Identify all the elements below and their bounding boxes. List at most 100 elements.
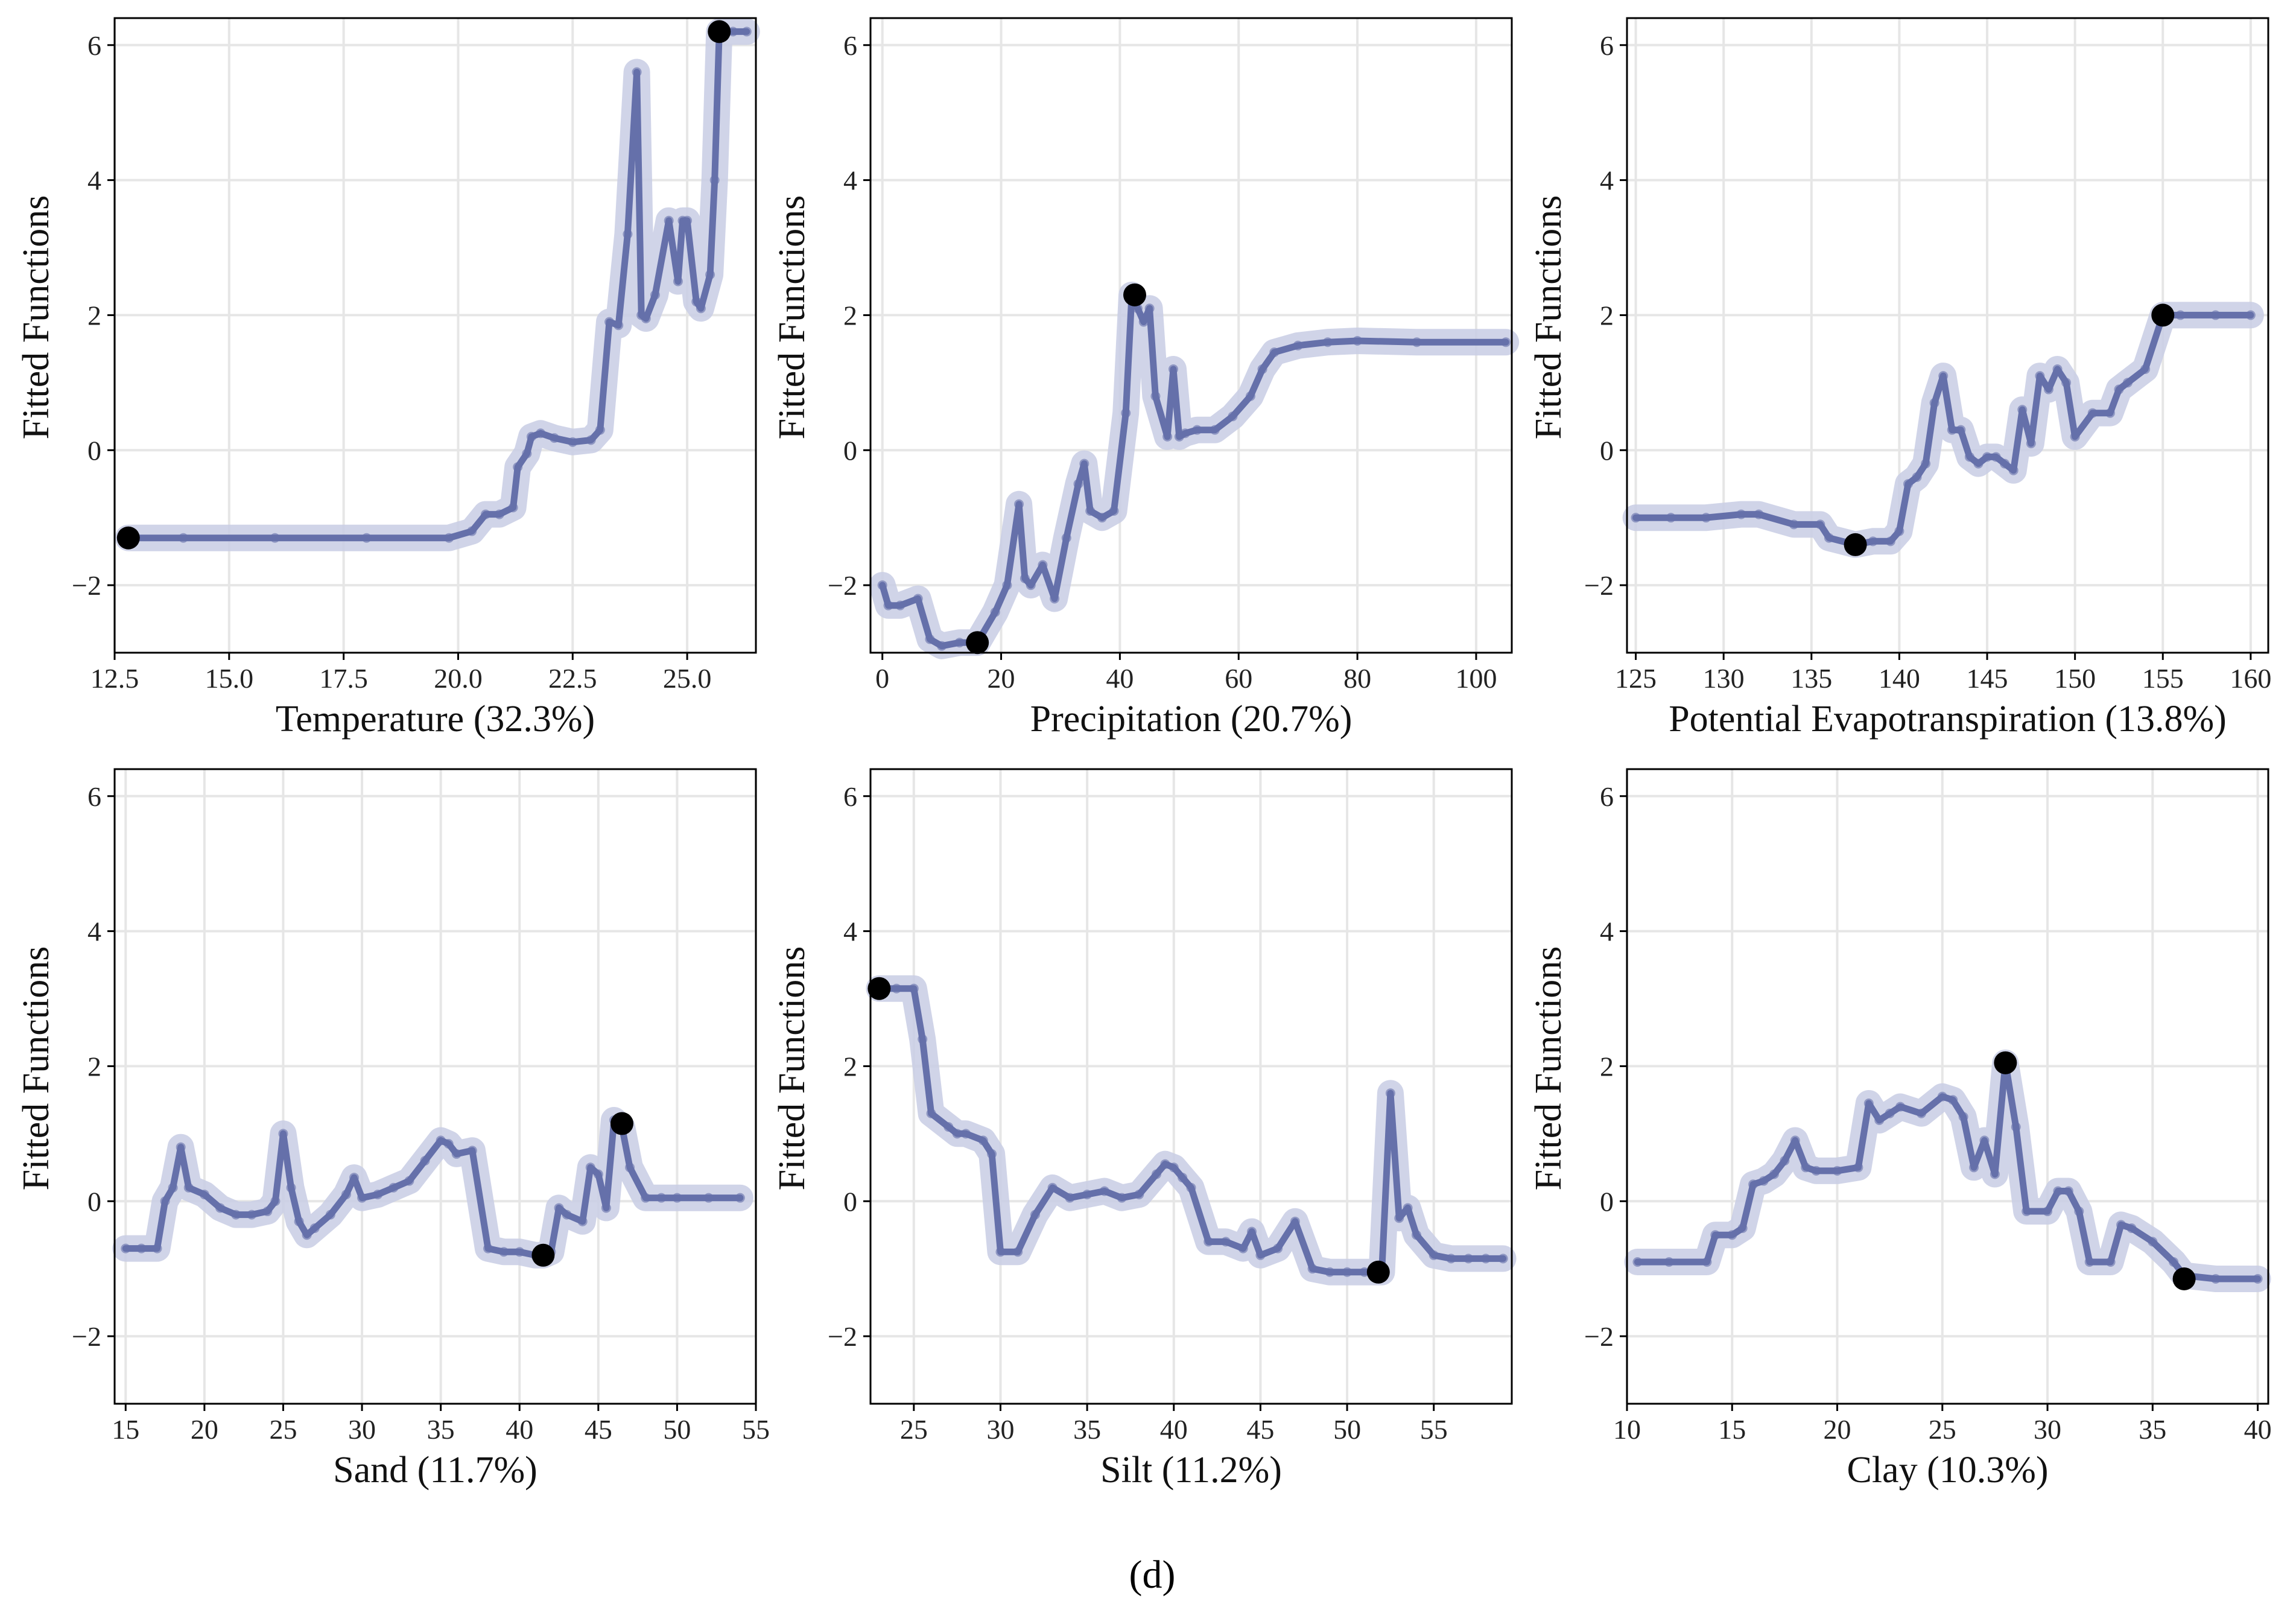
panel-4: 15 20 25 30 35 40 45 50 55 −2 0 2 4 6 Sand (11.7%) Fitt… — [16, 768, 770, 1491]
highlight-point — [2172, 1267, 2196, 1290]
y-tick-label: 6 — [843, 30, 857, 61]
x-tick-label: 150 — [2054, 663, 2096, 694]
data-point — [1245, 391, 1255, 401]
figure-caption: (d) — [1129, 1553, 1176, 1597]
x-tick-label: 15.0 — [205, 663, 254, 694]
x-axis-label: Temperature (32.3%) — [276, 699, 595, 740]
y-tick-label: 6 — [843, 781, 857, 812]
data-point — [705, 270, 715, 280]
data-point — [1079, 458, 1089, 469]
data-point — [2084, 1257, 2095, 1267]
panel-5: 25 30 35 40 45 50 55 −2 0 2 4 6 Silt (11.2%) Fitted F… — [772, 768, 1517, 1491]
y-tick-label: 4 — [87, 916, 101, 947]
data-point — [562, 1209, 572, 1220]
data-point — [1863, 1098, 1874, 1108]
highlight-point — [610, 1112, 633, 1135]
data-point — [1664, 1257, 1674, 1267]
data-point — [1160, 1159, 1170, 1169]
x-tick-label: 30 — [2034, 1414, 2061, 1445]
x-axis-label: Precipitation (20.7%) — [1030, 699, 1353, 740]
x-tick-label: 17.5 — [319, 663, 368, 694]
data-point — [341, 1190, 351, 1200]
data-point — [183, 1182, 194, 1193]
highlight-point — [2151, 303, 2175, 327]
data-point — [952, 1129, 962, 1139]
data-point — [937, 641, 947, 651]
x-tick-label: 25 — [269, 1414, 297, 1445]
data-point — [614, 320, 624, 331]
data-point — [2008, 465, 2019, 475]
data-point — [136, 1243, 147, 1254]
plot-frame — [1626, 17, 2269, 654]
data-point — [925, 634, 935, 644]
y-tick-label: 0 — [87, 435, 101, 466]
y-tick-label: −2 — [1584, 1321, 1614, 1352]
x-tick-label: 40 — [1160, 1414, 1188, 1445]
data-point — [1748, 1179, 1758, 1190]
data-point — [1082, 1190, 1093, 1200]
data-point — [1982, 452, 1993, 462]
data-point — [1969, 1162, 1979, 1173]
data-point — [1979, 1135, 1990, 1146]
data-point — [1895, 1102, 1906, 1112]
data-point — [481, 509, 491, 519]
y-tick-label: 6 — [1600, 781, 1614, 812]
y-tick-label: 2 — [87, 300, 101, 331]
data-point — [494, 509, 504, 519]
data-point — [1180, 428, 1190, 439]
data-point — [1065, 1193, 1075, 1203]
x-tick-label: 50 — [1333, 1414, 1361, 1445]
data-point — [262, 1206, 273, 1217]
uncertainty-band — [112, 1107, 753, 1269]
data-point — [2105, 408, 2115, 418]
data-point — [1868, 536, 1878, 547]
data-point — [176, 1142, 186, 1152]
panel-6: 10 15 20 25 30 35 40 −2 0 2 4 6 Clay (10.3%) Fitted F… — [1528, 768, 2272, 1491]
data-point — [1050, 594, 1060, 604]
x-tick-label: 10 — [1613, 1414, 1641, 1445]
data-point — [1632, 1257, 1643, 1267]
data-point — [526, 431, 536, 442]
data-point — [2053, 1186, 2063, 1196]
data-point — [913, 594, 923, 604]
data-point — [1186, 1182, 1196, 1193]
data-point — [895, 600, 905, 610]
data-point — [586, 435, 596, 445]
panel-3: 125 130 135 140 145 150 155 160 −2 0 2 4 6 Potential … — [1528, 17, 2271, 740]
data-point — [1464, 1254, 1474, 1264]
data-point — [2070, 431, 2080, 442]
data-point — [1403, 1203, 1413, 1213]
data-point — [1885, 1108, 1895, 1118]
data-point — [2169, 1257, 2179, 1267]
data-point — [1701, 513, 1711, 523]
data-point — [309, 1223, 320, 1234]
data-point — [231, 1209, 241, 1220]
data-point — [2175, 310, 2186, 320]
data-point — [987, 1149, 997, 1159]
data-point — [2116, 1220, 2126, 1230]
x-tick-label: 160 — [2230, 663, 2271, 694]
data-point — [1061, 533, 1071, 543]
data-point — [1359, 1267, 1369, 1277]
x-tick-label: 30 — [986, 1414, 1014, 1445]
data-point — [152, 1243, 162, 1254]
data-point — [641, 1193, 651, 1203]
data-point — [943, 1122, 954, 1132]
data-point — [1501, 337, 1511, 347]
data-point — [1885, 536, 1895, 547]
data-point — [1220, 1237, 1231, 1247]
x-tick-label: 80 — [1343, 663, 1371, 694]
data-point — [1990, 1169, 2000, 1179]
data-point — [696, 303, 706, 314]
x-axis-label: Potential Evapotranspiration (13.8%) — [1669, 699, 2227, 740]
x-tick-label: 125 — [1615, 663, 1657, 694]
data-point — [436, 1135, 446, 1146]
y-axis-label: Fitted Functions — [772, 195, 813, 440]
data-point — [2126, 1223, 2137, 1234]
data-point — [199, 1190, 209, 1200]
data-point — [1150, 391, 1161, 401]
data-point — [2210, 1273, 2221, 1284]
x-tick-label: 100 — [1455, 663, 1497, 694]
x-tick-label: 15 — [112, 1414, 139, 1445]
data-point — [682, 215, 693, 226]
